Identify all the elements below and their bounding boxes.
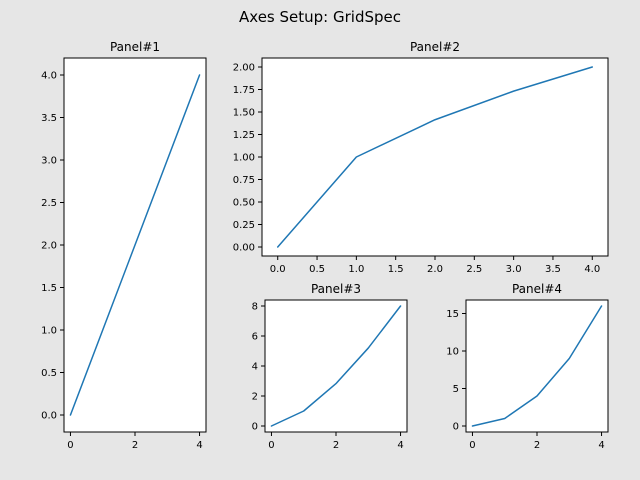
panel-4-ytick-label: 10	[446, 347, 459, 358]
panel-1-title: Panel#1	[110, 40, 160, 54]
panel-2-xtick-label: 3.5	[545, 264, 561, 275]
panel-3-ytick-label: 6	[252, 332, 258, 343]
panel-4-xtick-label: 2	[534, 440, 540, 451]
panel-1-ytick-label: 2.5	[41, 198, 57, 209]
panel-1-ytick-label: 2.0	[41, 241, 57, 252]
panel-3-ytick-label: 0	[252, 422, 258, 433]
panel-2-ytick-label: 1.75	[233, 85, 255, 96]
panel-1-xtick-label: 0	[67, 440, 73, 451]
panel-1-xtick-label: 4	[196, 440, 202, 451]
panel-2-ytick-label: 0.00	[233, 243, 255, 254]
panel-2-xtick-label: 3.0	[506, 264, 522, 275]
panel-3-ytick-label: 2	[252, 392, 258, 403]
figure-title: Axes Setup: GridSpec	[239, 8, 401, 26]
panel-1-ytick-label: 3.5	[41, 113, 57, 124]
panel-4-ytick-label: 15	[446, 309, 459, 320]
panel-3-axes	[264, 299, 408, 433]
panel-2-xtick-label: 0.0	[270, 264, 286, 275]
panels: Panel#10 2 40.00.51.01.52.02.53.03.54.0Pan…	[41, 40, 609, 451]
panel-2-ytick-label: 1.50	[233, 108, 255, 119]
panel-3-xtick-label: 4	[397, 440, 403, 451]
panel-1-ytick-label: 0.0	[41, 411, 57, 422]
panel-3: Panel#3 0 2 4 0 2 4 6 8	[252, 282, 408, 451]
panel-2-xtick-label: 2.5	[466, 264, 482, 275]
panel-2-xtick-label: 0.5	[309, 264, 325, 275]
panel-3-ytick-label: 4	[252, 362, 258, 373]
panel-3-ytick-label: 8	[252, 302, 258, 313]
panel-4-xtick-label: 0	[469, 440, 475, 451]
panel-2-title: Panel#2	[410, 40, 460, 54]
panel-4: Panel#4 0 2 4 0 5 10 15	[446, 282, 609, 451]
panel-3-title: Panel#3	[311, 282, 361, 296]
panel-2-ytick-label: 0.75	[233, 175, 255, 186]
panel-2-axes	[261, 57, 609, 257]
panel-2-xtick-label: 1.0	[348, 264, 364, 275]
panel-4-ytick-label: 5	[453, 384, 459, 395]
panel-1-ytick-label: 1.5	[41, 283, 57, 294]
panel-4-xtick-label: 4	[598, 440, 604, 451]
panel-2-ytick-label: 1.00	[233, 153, 255, 164]
panel-2-xtick-label: 1.5	[388, 264, 404, 275]
panel-4-axes	[465, 299, 609, 433]
panel-1-ytick-label: 1.0	[41, 326, 57, 337]
panel-2-ytick-label: 0.25	[233, 220, 255, 231]
panel-2-ytick-label: 0.50	[233, 198, 255, 209]
panel-2-ytick-label: 1.25	[233, 130, 255, 141]
panel-3-xtick-label: 0	[268, 440, 274, 451]
panel-4-title: Panel#4	[512, 282, 562, 296]
panel-1-ytick-label: 4.0	[41, 71, 57, 82]
panel-1-ytick-label: 0.5	[41, 368, 57, 379]
panel-2-xtick-label: 4.0	[584, 264, 600, 275]
panel-3-xtick-label: 2	[333, 440, 339, 451]
panel-1: Panel#1 0 2 4 0.0 0.5 1.0 1.5 2.0 2.5 3.0 3.5 4.0	[41, 40, 207, 451]
panel-2-xtick-label: 2.0	[427, 264, 443, 275]
panel-1-xtick-label: 2	[132, 440, 138, 451]
panel-4-ytick-label: 0	[453, 422, 459, 433]
panel-1-ytick-label: 3.0	[41, 156, 57, 167]
panel-2-ytick-label: 2.00	[233, 63, 255, 74]
panel-2: Panel#2 0.0 0.5 1.0 1.5 2.0 2.5 3.0 3.5 4.0 0.00 0.…	[233, 40, 609, 275]
